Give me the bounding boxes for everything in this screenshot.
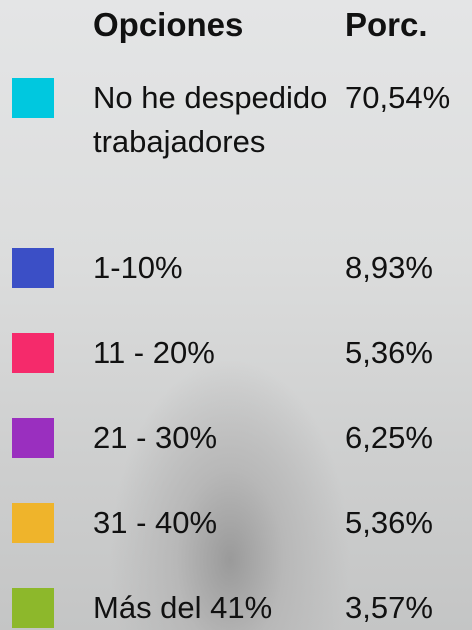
color-swatch [12, 248, 54, 288]
percent-value: 8,93% [345, 250, 433, 285]
header-options: Opciones [93, 6, 244, 43]
option-label: Más del 41% [93, 590, 273, 625]
color-swatch [12, 333, 54, 373]
option-label: 31 - 40% [93, 505, 218, 540]
option-label: 11 - 20% [93, 335, 215, 370]
color-swatch [12, 78, 54, 118]
percent-value: 5,36% [345, 505, 433, 540]
header-percent: Porc. [345, 6, 428, 43]
option-label: No he despedido trabajadores [93, 80, 328, 159]
option-label: 1-10% [93, 250, 183, 285]
percent-value: 5,36% [345, 335, 433, 370]
option-label: 21 - 30% [93, 420, 218, 455]
percent-value: 70,54% [345, 80, 451, 115]
percent-value: 3,57% [345, 590, 433, 625]
color-swatch [12, 503, 54, 543]
percent-value: 6,25% [345, 420, 433, 455]
color-swatch [12, 588, 54, 628]
color-swatch [12, 418, 54, 458]
